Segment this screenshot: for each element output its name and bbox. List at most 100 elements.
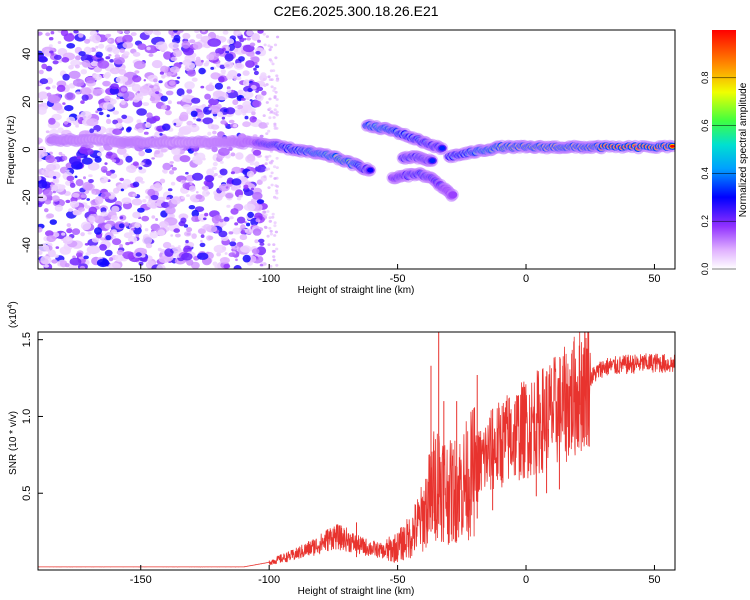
noise-blob — [83, 148, 94, 156]
noise-blob — [87, 232, 92, 235]
noise-blob — [216, 252, 222, 257]
noise-blob — [49, 184, 54, 188]
noise-blob — [249, 116, 257, 123]
noise-blob — [264, 125, 268, 128]
noise-blob — [46, 235, 56, 243]
noise-blob — [232, 227, 242, 235]
noise-blob — [274, 56, 278, 60]
noise-blob — [170, 181, 176, 186]
colorbar: 0.0 0.2 0.4 0.6 0.8 Normalized spectral ampl… — [700, 30, 749, 275]
noise-blob — [149, 231, 159, 239]
noise-blob — [75, 124, 79, 128]
noise-blob — [134, 176, 144, 183]
noise-blob — [226, 73, 234, 80]
noise-blob — [206, 168, 215, 177]
noise-blob — [275, 79, 279, 82]
noise-blob — [48, 44, 53, 48]
ridge-upper-branch — [360, 118, 449, 156]
noise-blob — [275, 191, 279, 195]
noise-blob — [257, 30, 264, 34]
noise-blob — [112, 235, 117, 239]
noise-blob — [259, 263, 264, 267]
noise-blob — [268, 107, 272, 110]
noise-blob — [155, 41, 168, 50]
noise-blob — [186, 120, 193, 126]
noise-blob — [244, 228, 253, 234]
noise-blob — [208, 235, 214, 240]
noise-blob — [217, 111, 224, 118]
noise-blob — [225, 50, 230, 54]
noise-blob — [187, 124, 200, 133]
colorbar-ticks: 0.0 0.2 0.4 0.6 0.8 — [700, 72, 736, 275]
noise-blob — [213, 173, 218, 176]
noise-blob — [222, 30, 229, 35]
noise-blob — [88, 206, 98, 215]
noise-blob — [182, 182, 190, 189]
noise-blob — [270, 78, 274, 81]
noise-blob — [75, 179, 84, 187]
noise-blob — [38, 226, 43, 233]
noise-blob — [225, 192, 234, 199]
noise-blob — [83, 255, 89, 260]
noise-blob — [137, 43, 147, 50]
noise-blob — [203, 217, 207, 221]
noise-blob — [111, 205, 120, 213]
noise-blob — [55, 246, 60, 249]
noise-blob — [38, 91, 49, 100]
noise-blob — [121, 197, 132, 204]
noise-blob — [252, 228, 262, 236]
noise-blob — [110, 215, 118, 221]
noise-blob — [38, 69, 44, 75]
snr-x-axis: -150 -100 -50 0 50 — [130, 565, 661, 586]
noise-blob — [115, 122, 123, 130]
noise-blob — [270, 85, 274, 89]
noise-blob — [275, 189, 279, 193]
noise-blob — [120, 100, 126, 105]
noise-blob — [256, 199, 265, 205]
noise-blob — [231, 238, 236, 242]
noise-blob — [100, 211, 109, 217]
noise-blob — [139, 162, 145, 166]
noise-blob — [78, 33, 84, 38]
noise-blob — [83, 176, 86, 180]
noise-blob — [237, 89, 244, 96]
noise-blob — [213, 244, 227, 254]
snr-frame — [37, 331, 676, 571]
noise-blob — [116, 147, 127, 155]
noise-blob — [236, 196, 242, 201]
noise-blob — [207, 38, 221, 47]
noise-blob — [92, 73, 103, 81]
noise-blob — [51, 259, 58, 264]
noise-blob — [153, 78, 158, 83]
noise-blob — [122, 251, 135, 260]
noise-blob — [38, 56, 48, 63]
noise-blob — [112, 238, 122, 246]
noise-blob — [194, 30, 200, 34]
noise-blob — [185, 94, 191, 99]
noise-blob — [94, 156, 102, 163]
noise-blob — [45, 154, 56, 164]
noise-blob — [89, 128, 95, 134]
noise-blob — [259, 242, 265, 246]
noise-blob — [191, 215, 200, 222]
noise-blob — [219, 218, 224, 223]
noise-blob — [61, 232, 66, 236]
noise-blob — [86, 245, 101, 255]
noise-blob — [204, 212, 209, 217]
noise-blob — [124, 81, 130, 86]
noise-blob — [66, 223, 72, 228]
noise-blob — [59, 246, 71, 255]
noise-blob — [131, 228, 135, 231]
noise-blob — [68, 70, 81, 79]
noise-blob — [198, 67, 206, 75]
noise-blob — [132, 161, 139, 166]
noise-blob — [195, 194, 203, 200]
noise-blob — [61, 57, 70, 63]
noise-blob — [117, 30, 122, 34]
noise-blob — [266, 234, 270, 238]
noise-blob — [233, 123, 238, 128]
noise-blob — [95, 51, 103, 58]
noise-blob — [183, 47, 194, 56]
noise-blob — [235, 152, 244, 160]
noise-blob — [153, 30, 160, 35]
